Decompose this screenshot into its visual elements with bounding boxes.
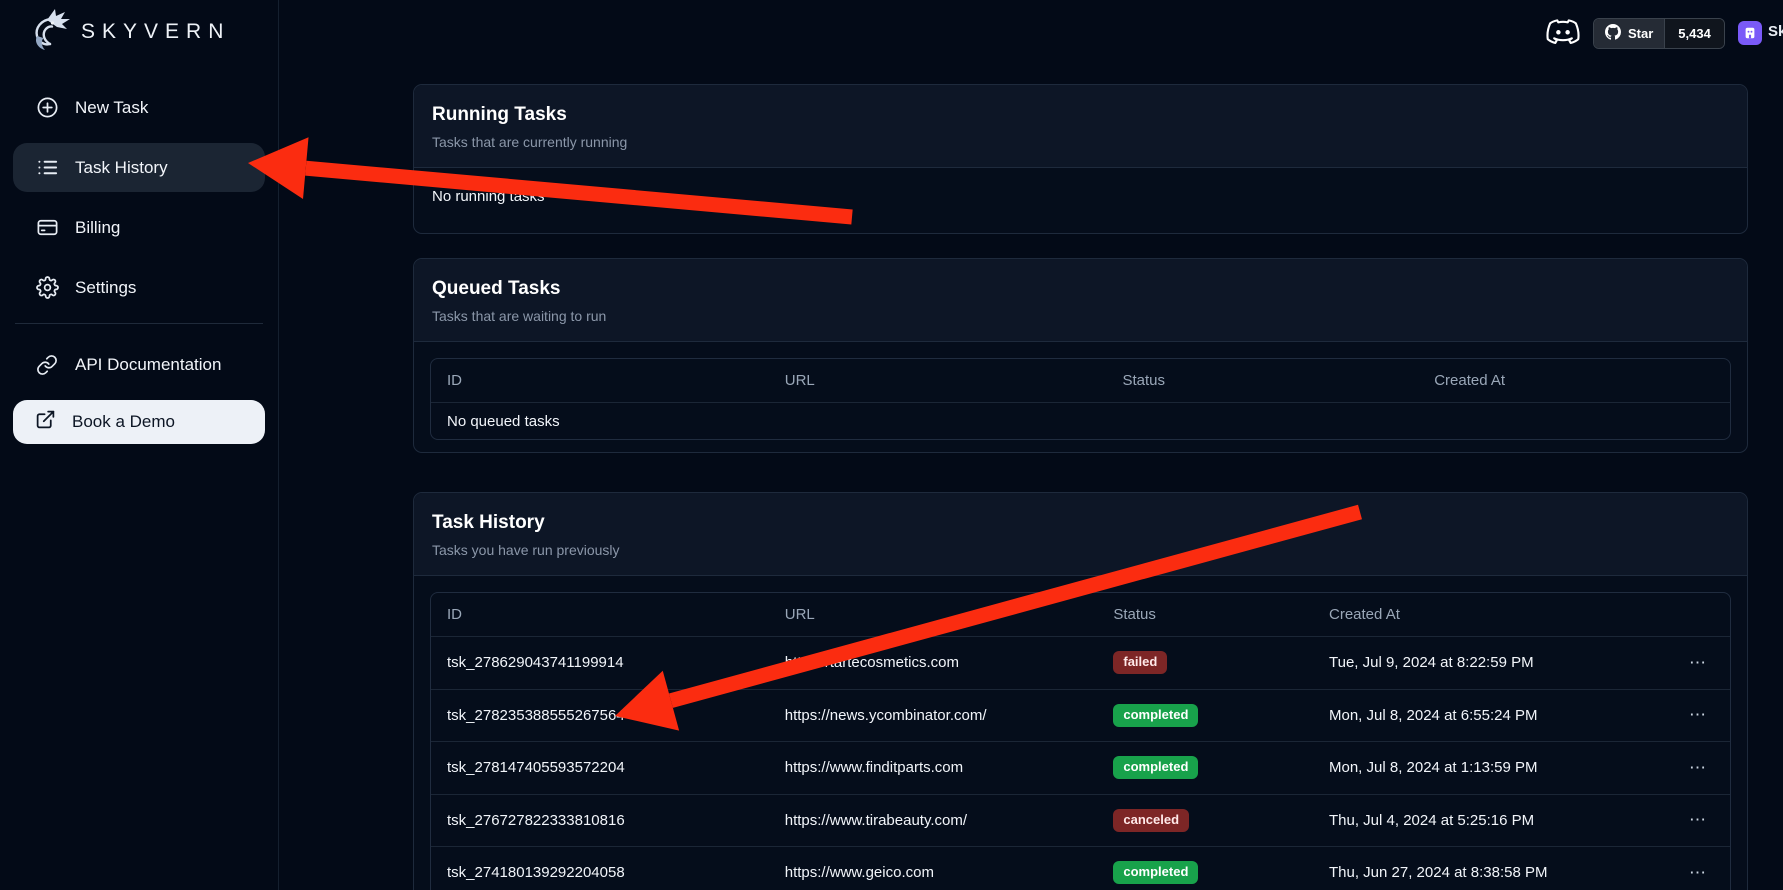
table-row[interactable]: tsk_278147405593572204 https://www.findi… [431, 741, 1730, 794]
table-header-row: ID URL Status Created At [431, 593, 1730, 636]
status-badge: completed [1113, 756, 1199, 780]
column-header-status: Status [1122, 372, 1165, 389]
sidebar-nav: New Task Task History Billing [13, 83, 265, 444]
task-id-cell: tsk_278235388555267564 [447, 706, 625, 724]
task-history-table: ID URL Status Created At tsk_27862904374… [430, 592, 1731, 890]
created-at-cell: Mon, Jul 8, 2024 at 1:13:59 PM [1329, 759, 1538, 777]
queued-tasks-card: Queued Tasks Tasks that are waiting to r… [413, 258, 1748, 453]
task-id-cell: tsk_274180139292204058 [447, 864, 625, 882]
sidebar-item-label: Billing [75, 217, 121, 237]
queued-tasks-table: ID URL Status Created At No queued tasks [430, 358, 1731, 440]
queued-tasks-empty: No queued tasks [447, 412, 560, 430]
column-header-status: Status [1113, 606, 1156, 623]
sidebar-item-new-task[interactable]: New Task [13, 83, 265, 132]
card-title: Task History [432, 512, 545, 533]
task-id-cell: tsk_278147405593572204 [447, 759, 625, 777]
github-icon [1605, 24, 1621, 43]
user-name-clipped: Sk [1768, 23, 1783, 40]
task-url-cell: https://tartecosmetics.com [784, 654, 959, 672]
task-id-cell: tsk_276727822333810816 [447, 811, 625, 829]
task-url-cell: https://www.finditparts.com [784, 759, 964, 777]
sidebar-divider [15, 323, 263, 324]
status-cell: canceled [1097, 808, 1313, 832]
task-url-cell: https://www.tirabeauty.com/ [784, 811, 968, 829]
sidebar-item-settings[interactable]: Settings [13, 263, 265, 312]
running-tasks-header: Running Tasks Tasks that are currently r… [414, 85, 1747, 168]
task-history-header: Task History Tasks you have run previous… [414, 493, 1747, 576]
sidebar-item-billing[interactable]: Billing [13, 203, 265, 252]
created-at-cell: Tue, Jul 9, 2024 at 8:22:59 PM [1329, 654, 1534, 672]
sidebar-item-label: API Documentation [75, 354, 222, 374]
gear-icon [35, 276, 59, 300]
sidebar-item-label: New Task [75, 97, 149, 117]
card-subtitle: Tasks you have run previously [432, 542, 620, 558]
queued-tasks-header: Queued Tasks Tasks that are waiting to r… [414, 259, 1747, 342]
row-actions-button[interactable]: ⋯ [1689, 862, 1708, 882]
column-header-id: ID [447, 372, 462, 389]
task-url-cell: https://www.geico.com [784, 864, 934, 882]
row-actions-button[interactable]: ⋯ [1689, 705, 1708, 725]
task-url-cell: https://news.ycombinator.com/ [784, 706, 987, 724]
book-a-demo-button[interactable]: Book a Demo [13, 400, 265, 444]
row-actions-button[interactable]: ⋯ [1689, 652, 1708, 672]
column-header-id: ID [447, 606, 462, 623]
status-badge: completed [1113, 703, 1199, 727]
github-star-button[interactable]: Star 5,434 [1593, 18, 1725, 49]
sidebar: SKYVERN New Task Task History [0, 0, 279, 890]
column-header-created-at: Created At [1434, 372, 1506, 389]
row-actions-button[interactable]: ⋯ [1689, 757, 1708, 777]
sidebar-item-task-history[interactable]: Task History [13, 143, 265, 192]
skyvern-dragon-icon [25, 7, 71, 58]
sidebar-item-label: Task History [75, 157, 168, 177]
created-at-cell: Thu, Jul 4, 2024 at 5:25:16 PM [1329, 811, 1535, 829]
task-id-cell: tsk_278629043741199914 [447, 654, 624, 672]
status-badge: completed [1113, 861, 1199, 885]
github-star-count: 5,434 [1664, 19, 1724, 48]
book-a-demo-label: Book a Demo [72, 412, 175, 431]
status-cell: completed [1097, 703, 1313, 727]
card-subtitle: Tasks that are waiting to run [432, 308, 607, 324]
brand-name: SKYVERN [81, 20, 231, 43]
running-tasks-empty: No running tasks [432, 188, 545, 205]
status-badge: failed [1113, 651, 1168, 675]
github-star-label: Star [1628, 26, 1654, 41]
table-row[interactable]: tsk_276727822333810816 https://www.tirab… [431, 793, 1730, 847]
table-row[interactable]: tsk_274180139292204058 https://www.geico… [431, 846, 1730, 890]
card-subtitle: Tasks that are currently running [432, 134, 628, 150]
task-history-rows: tsk_278629043741199914 https://tartecosm… [431, 636, 1730, 890]
plus-circle-icon [35, 96, 59, 120]
list-icon [35, 156, 59, 180]
row-actions-button[interactable]: ⋯ [1689, 810, 1708, 830]
table-row[interactable]: tsk_278629043741199914 https://tartecosm… [431, 636, 1730, 689]
external-link-icon [35, 409, 56, 435]
user-avatar[interactable] [1738, 21, 1762, 45]
created-at-cell: Thu, Jun 27, 2024 at 8:38:58 PM [1329, 864, 1548, 882]
card-title: Queued Tasks [432, 278, 561, 299]
running-tasks-card: Running Tasks Tasks that are currently r… [413, 84, 1748, 234]
table-row[interactable]: tsk_278235388555267564 https://news.ycom… [431, 688, 1730, 742]
link-icon [35, 353, 59, 377]
created-at-cell: Mon, Jul 8, 2024 at 6:55:24 PM [1329, 706, 1538, 724]
status-badge: canceled [1113, 808, 1190, 832]
sidebar-item-label: Settings [75, 277, 137, 297]
status-cell: failed [1097, 651, 1313, 675]
status-cell: completed [1097, 756, 1313, 780]
sidebar-item-api-documentation[interactable]: API Documentation [13, 340, 265, 389]
brand-logo: SKYVERN [13, 0, 265, 58]
discord-icon[interactable] [1546, 18, 1580, 51]
column-header-url: URL [784, 606, 815, 623]
column-header-created-at: Created At [1329, 606, 1400, 623]
table-header-row: ID URL Status Created At [431, 359, 1730, 402]
status-cell: completed [1097, 861, 1313, 885]
card-title: Running Tasks [432, 104, 567, 125]
task-history-card: Task History Tasks you have run previous… [413, 492, 1748, 890]
empty-row: No queued tasks [431, 402, 1730, 439]
column-header-url: URL [784, 372, 815, 389]
credit-card-icon [35, 216, 59, 240]
